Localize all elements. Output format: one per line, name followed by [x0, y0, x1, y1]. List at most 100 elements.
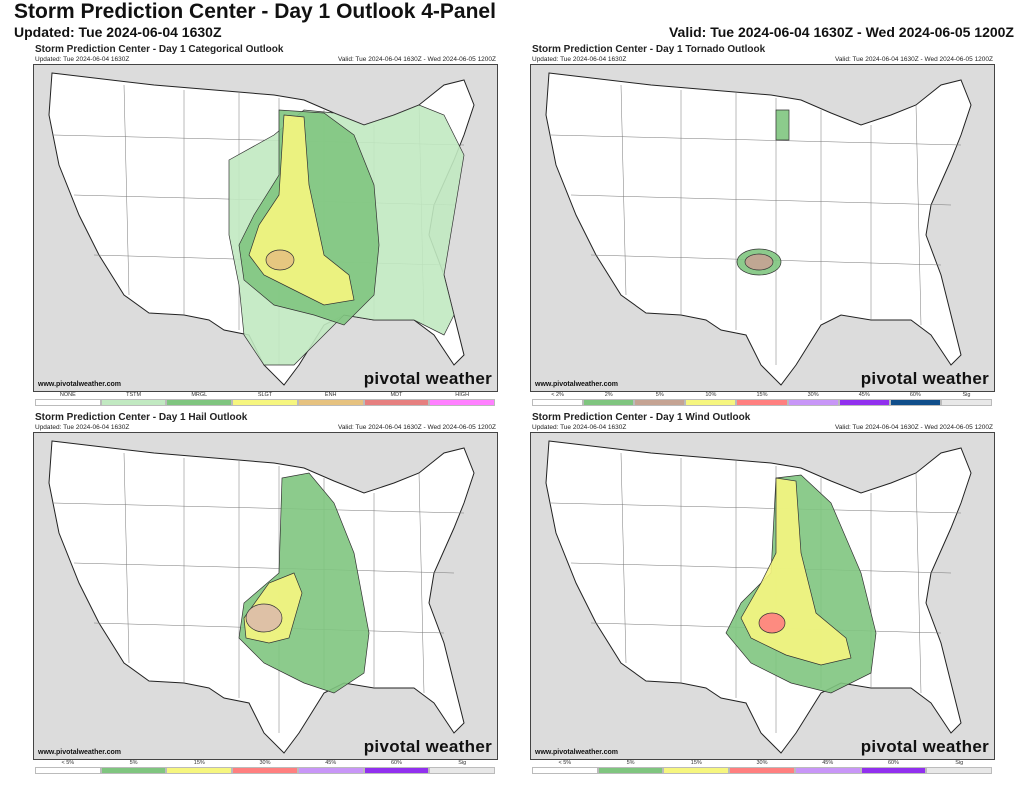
pivotal-weather-logo: pivotal weather	[363, 737, 492, 756]
legend-item: Sig	[429, 760, 496, 774]
tornado-outlook-panel: Storm Prediction Center - Day 1 Tornado …	[530, 44, 995, 409]
panel-valid: Valid: Tue 2024-06-04 1630Z - Wed 2024-0…	[337, 424, 496, 431]
legend-item: MDT	[363, 392, 430, 406]
legend-swatch	[685, 399, 737, 406]
legend-swatch	[166, 767, 233, 774]
legend-label: NONE	[59, 392, 76, 398]
legend-item: 30%	[729, 760, 795, 774]
wind-outlook-panel: Storm Prediction Center - Day 1 Wind Out…	[530, 412, 995, 777]
legend-item: HIGH	[429, 392, 496, 406]
legend-swatch	[363, 399, 430, 406]
legend-label: 45%	[325, 760, 337, 766]
legend-item: 45%	[794, 760, 861, 774]
legend-swatch	[232, 399, 298, 406]
legend-swatch	[838, 399, 890, 406]
pivotal-weather-logo: pivotal weather	[860, 737, 989, 756]
legend-swatch	[100, 767, 167, 774]
legend-item: 10%	[685, 392, 737, 406]
legend-item: 60%	[889, 392, 941, 406]
legend-label: TSTM	[126, 392, 142, 398]
legend-label: Sig	[962, 392, 971, 398]
legend-label: ENH	[324, 392, 337, 398]
legend-item: 30%	[232, 760, 298, 774]
hail-risk-area	[245, 603, 283, 633]
legend-swatch	[736, 399, 788, 406]
legend-swatch	[363, 767, 430, 774]
legend-label: 30%	[807, 392, 819, 398]
legend-item: TSTM	[100, 392, 167, 406]
legend-item: 15%	[663, 760, 730, 774]
legend-swatch	[860, 767, 927, 774]
tornado-legend: < 2% 2% 5% 10% 15% 30% 45% 60% Sig	[532, 392, 992, 406]
legend-swatch	[926, 767, 993, 774]
legend-label: 15%	[756, 392, 768, 398]
legend-label: 15%	[193, 760, 205, 766]
legend-label: 5%	[129, 760, 138, 766]
legend-label: < 5%	[61, 760, 75, 766]
legend-item: 2%	[583, 392, 635, 406]
legend-label: 15%	[690, 760, 702, 766]
legend-swatch	[940, 399, 992, 406]
legend-swatch	[35, 767, 101, 774]
panel-title: Storm Prediction Center - Day 1 Categori…	[35, 44, 284, 55]
legend-item: < 5%	[532, 760, 598, 774]
legend-swatch	[100, 399, 167, 406]
legend-label: Sig	[458, 760, 467, 766]
panel-valid: Valid: Tue 2024-06-04 1630Z - Wed 2024-0…	[834, 424, 993, 431]
site-url: www.pivotalweather.com	[38, 381, 121, 388]
legend-label: 60%	[390, 760, 402, 766]
legend-swatch	[787, 399, 839, 406]
legend-swatch	[429, 399, 496, 406]
legend-item: NONE	[35, 392, 101, 406]
legend-swatch	[166, 399, 233, 406]
site-url: www.pivotalweather.com	[535, 381, 618, 388]
legend-label: 45%	[822, 760, 834, 766]
legend-swatch	[532, 399, 584, 406]
state-borders	[550, 84, 962, 365]
tornado-risk-area	[744, 253, 774, 271]
legend-label: 2%	[604, 392, 613, 398]
legend-label: < 2%	[551, 392, 564, 398]
legend-label: Sig	[955, 760, 964, 766]
panel-title: Storm Prediction Center - Day 1 Tornado …	[532, 44, 766, 55]
panel-title: Storm Prediction Center - Day 1 Wind Out…	[532, 412, 751, 423]
legend-swatch	[634, 399, 686, 406]
legend-label: 60%	[887, 760, 899, 766]
legend-label: 30%	[756, 760, 768, 766]
legend-swatch	[597, 767, 664, 774]
legend-swatch	[663, 767, 730, 774]
hail-map: www.pivotalweather.com pivotal weather	[33, 432, 498, 760]
legend-item: Sig	[926, 760, 993, 774]
legend-item: < 2%	[532, 392, 584, 406]
page-title: Storm Prediction Center - Day 1 Outlook …	[14, 0, 496, 23]
site-url: www.pivotalweather.com	[535, 749, 618, 756]
legend-swatch	[532, 767, 598, 774]
legend-swatch	[232, 767, 298, 774]
legend-label: MDT	[390, 392, 403, 398]
panel-title: Storm Prediction Center - Day 1 Hail Out…	[35, 412, 248, 423]
legend-swatch	[889, 399, 941, 406]
legend-swatch	[297, 767, 364, 774]
legend-label: HIGH	[455, 392, 470, 398]
panel-valid: Valid: Tue 2024-06-04 1630Z - Wed 2024-0…	[337, 56, 496, 63]
wind-map: www.pivotalweather.com pivotal weather	[530, 432, 995, 760]
legend-swatch	[794, 767, 861, 774]
legend-item: 45%	[297, 760, 364, 774]
legend-label: 45%	[858, 392, 870, 398]
legend-item: 5%	[634, 392, 686, 406]
legend-item: SLGT	[232, 392, 298, 406]
legend-item: MRGL	[166, 392, 233, 406]
legend-swatch	[583, 399, 635, 406]
legend-label: < 5%	[558, 760, 572, 766]
tornado-map: www.pivotalweather.com pivotal weather	[530, 64, 995, 392]
legend-swatch	[297, 399, 364, 406]
categorical-map: www.pivotalweather.com pivotal weather	[33, 64, 498, 392]
hail-legend: < 5% 5% 15% 30% 45% 60% Sig	[35, 760, 496, 774]
legend-label: 10%	[705, 392, 717, 398]
tornado-risk-area	[775, 109, 790, 141]
legend-item: 5%	[597, 760, 664, 774]
legend-item: ENH	[297, 392, 364, 406]
pivotal-weather-logo: pivotal weather	[363, 369, 492, 388]
legend-swatch	[429, 767, 496, 774]
legend-item: 45%	[838, 392, 890, 406]
